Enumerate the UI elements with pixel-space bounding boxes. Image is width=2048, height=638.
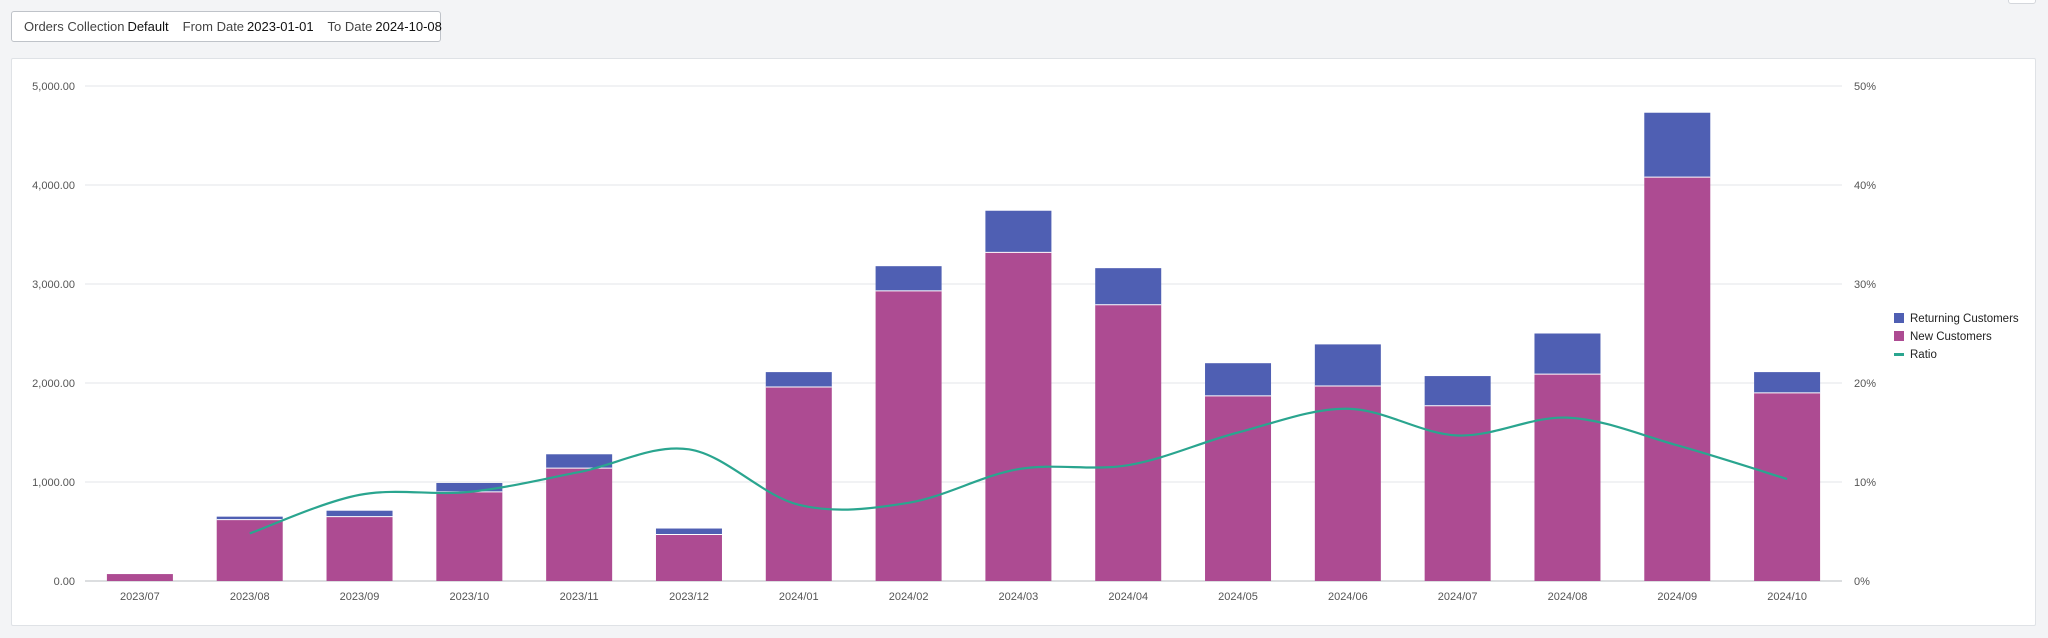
x-tick-label: 2024/06: [1328, 591, 1368, 603]
bar-new-customers: [1754, 392, 1821, 581]
y-right-tick-label: 10%: [1854, 477, 1876, 489]
legend-swatch-ratio: [1894, 353, 1904, 356]
bar-new-customers: [216, 519, 283, 581]
from-date-value: 2023-01-01: [247, 19, 314, 34]
bar-returning-customers: [436, 482, 503, 492]
y-right-tick-label: 20%: [1854, 378, 1876, 390]
bar-returning-customers: [1534, 333, 1601, 375]
collection-filter-value: Default: [127, 19, 169, 34]
x-tick-label: 2023/11: [560, 591, 599, 603]
bar-returning-customers: [1644, 112, 1711, 178]
to-date-value: 2024-10-08: [375, 19, 442, 34]
y-right-tick-label: 40%: [1854, 180, 1876, 192]
bar-returning-customers: [1205, 363, 1272, 396]
bar-new-customers: [1205, 395, 1272, 581]
to-date-filter[interactable]: To Date 2024-10-08: [328, 19, 442, 34]
bar-new-customers: [326, 516, 393, 581]
bar-returning-customers: [655, 528, 722, 535]
legend-label: New Customers: [1910, 331, 1992, 343]
bar-returning-customers: [216, 516, 283, 520]
bar-returning-customers: [546, 454, 613, 469]
y-right-tick-label: 0%: [1854, 576, 1870, 588]
bar-new-customers: [1644, 177, 1711, 581]
from-date-filter[interactable]: From Date 2023-01-01: [183, 19, 314, 34]
y-left-tick-label: 2,000.00: [32, 378, 75, 390]
y-right-tick-label: 50%: [1854, 81, 1876, 93]
y-left-tick-label: 1,000.00: [32, 477, 75, 489]
bar-returning-customers: [1754, 372, 1821, 393]
chart-card: 0.00 0% 1,000.00 10% 2,000.00 20% 3,000.00 30% 4…: [11, 58, 2036, 626]
ratio-line: [249, 407, 1788, 535]
x-tick-label: 2023/09: [340, 591, 380, 603]
collection-filter[interactable]: Orders Collection Default: [24, 19, 169, 34]
from-date-label: From Date: [182, 19, 245, 34]
y-left-tick-label: 3,000.00: [32, 279, 75, 291]
x-tick-label: 2023/07: [120, 591, 160, 603]
bar-new-customers: [1095, 304, 1162, 581]
filter-bar[interactable]: Orders Collection Default From Date 2023-0…: [11, 11, 442, 42]
x-tick-label: 2024/04: [1108, 591, 1148, 603]
bar-new-customers: [436, 491, 503, 581]
x-tick-label: 2024/10: [1767, 591, 1807, 603]
bar-new-customers: [655, 534, 722, 581]
legend-label: Ratio: [1910, 349, 1937, 361]
bar-returning-customers: [985, 210, 1052, 253]
chart-svg: 0.00 0% 1,000.00 10% 2,000.00 20% 3,000.00 30% 4…: [32, 81, 2019, 603]
bar-returning-customers: [1424, 376, 1491, 406]
bar-returning-customers: [1095, 268, 1162, 305]
legend-swatch-new-customers: [1894, 331, 1904, 341]
bar-new-customers: [546, 468, 613, 581]
bar-returning-customers: [875, 266, 942, 291]
bar-new-customers: [1314, 385, 1381, 581]
bar-new-customers: [106, 574, 173, 581]
options-button[interactable]: [2008, 0, 2036, 4]
x-tick-label: 2023/12: [669, 591, 709, 603]
bar-new-customers: [765, 386, 832, 581]
x-tick-label: 2023/08: [230, 591, 270, 603]
x-tick-label: 2024/01: [779, 591, 819, 603]
x-tick-label: 2024/05: [1218, 591, 1258, 603]
x-tick-label: 2024/09: [1657, 591, 1697, 603]
bar-new-customers: [985, 252, 1052, 581]
to-date-label: To Date: [327, 19, 373, 34]
x-tick-label: 2024/03: [999, 591, 1039, 603]
y-left-tick-label: 0.00: [54, 576, 75, 588]
x-tick-label: 2024/02: [889, 591, 929, 603]
legend-swatch-returning-customers: [1894, 313, 1904, 323]
x-tick-label: 2023/10: [449, 591, 489, 603]
x-tick-label: 2024/08: [1548, 591, 1588, 603]
bar-new-customers: [1534, 374, 1601, 581]
y-left-tick-label: 5,000.00: [32, 81, 75, 93]
bar-returning-customers: [326, 510, 393, 517]
collection-filter-label: Orders Collection: [24, 19, 125, 34]
bar-returning-customers: [765, 372, 832, 387]
y-right-tick-label: 30%: [1854, 279, 1876, 291]
bar-new-customers: [875, 290, 942, 581]
bar-returning-customers: [1314, 344, 1381, 386]
x-tick-label: 2024/07: [1438, 591, 1478, 603]
legend-label: Returning Customers: [1910, 313, 2019, 325]
y-left-tick-label: 4,000.00: [32, 180, 75, 192]
